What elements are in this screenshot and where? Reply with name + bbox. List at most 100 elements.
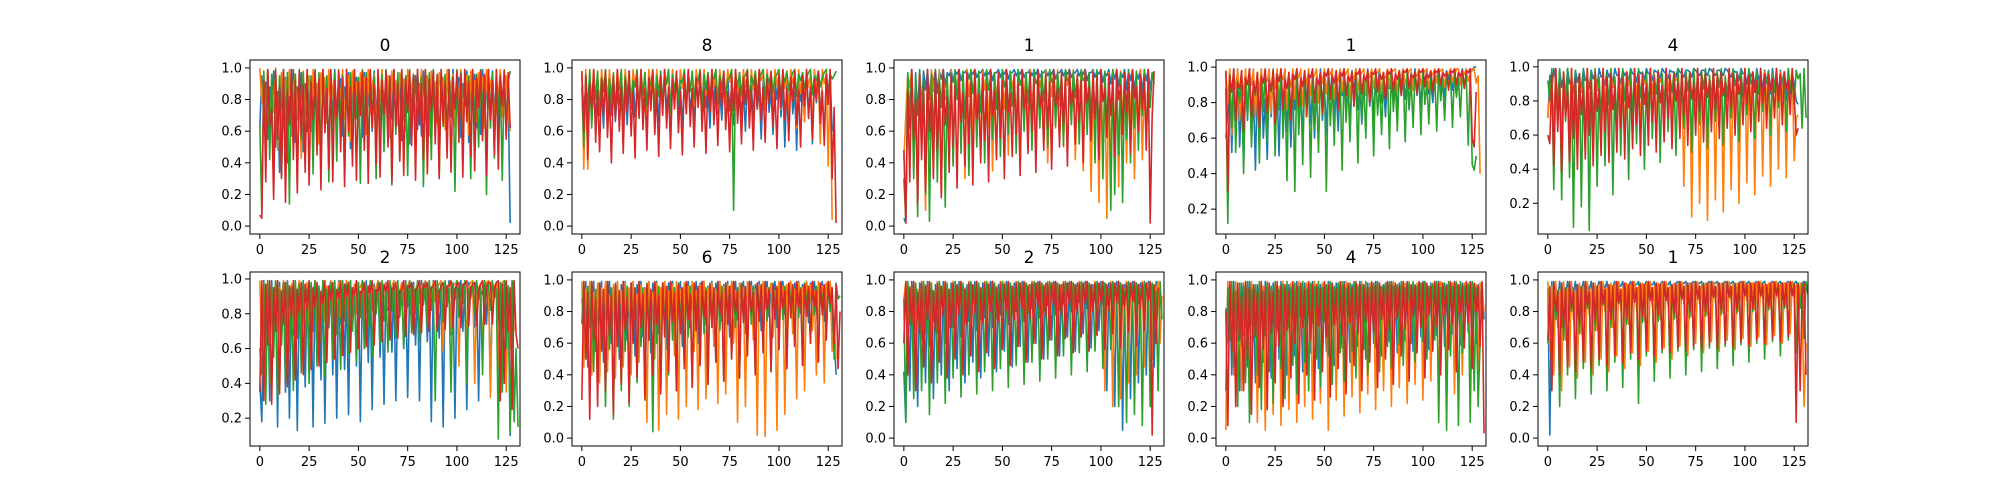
- x-tick-label: 50: [1638, 455, 1655, 470]
- y-tick-label: 1.0: [221, 272, 242, 287]
- x-tick-label: 50: [672, 243, 689, 258]
- x-tick-label: 125: [816, 455, 841, 470]
- series-group: [259, 67, 511, 223]
- y-tick-label: 0.4: [1187, 368, 1208, 383]
- subplot-3: 1 0 25 50 75 100 125 0.0 0.2 0.4 0.6 0.8 1.0: [865, 36, 1165, 258]
- x-tick-label: 25: [1267, 243, 1284, 258]
- y-tick-label: 0.8: [1509, 94, 1530, 109]
- x-tick-label: 50: [350, 455, 367, 470]
- subplot-5: 4 0 25 50 75 100 125 0.2 0.4 0.6 0.8 1.0: [1509, 36, 1809, 258]
- y-tick-label: 0.8: [543, 93, 564, 108]
- y-tick-label: 0.4: [1509, 368, 1530, 383]
- y-tick-label: 0.0: [1187, 432, 1208, 447]
- x-tick-label: 75: [721, 455, 738, 470]
- x-tick-label: 50: [1638, 243, 1655, 258]
- y-tick-label: 0.8: [221, 307, 242, 322]
- y-tick-label: 0.6: [543, 125, 564, 140]
- x-tick-label: 125: [1138, 243, 1163, 258]
- y-tick-label: 1.0: [543, 61, 564, 76]
- x-tick-label: 25: [301, 455, 318, 470]
- y-tick-label: 0.0: [543, 220, 564, 235]
- x-tick-label: 25: [301, 243, 318, 258]
- y-tick-label: 0.2: [865, 188, 886, 203]
- x-tick-label: 100: [767, 455, 792, 470]
- y-tick-label: 0.0: [865, 220, 886, 235]
- y-tick-label: 0.0: [221, 220, 242, 235]
- series-line-1: [1547, 280, 1807, 436]
- x-tick-label: 0: [578, 455, 586, 470]
- y-tick-label: 1.0: [1509, 60, 1530, 75]
- axes-frame: [1537, 271, 1809, 447]
- x-tick-label: 75: [1043, 455, 1060, 470]
- series-group: [903, 280, 1163, 436]
- y-tick-label: 0.6: [221, 342, 242, 357]
- x-tick-label: 50: [994, 243, 1011, 258]
- subplot-4: 1 0 25 50 75 100 125 0.2 0.4 0.6 0.8 1.0: [1187, 36, 1487, 258]
- x-tick-label: 50: [672, 455, 689, 470]
- y-tick-label: 0.6: [1509, 129, 1530, 144]
- x-tick-label: 25: [945, 455, 962, 470]
- series-line-4: [581, 280, 841, 420]
- subplot-10: 1 0 25 50 75 100 125 0.0 0.2 0.4 0.6 0.8 1.0: [1509, 248, 1809, 470]
- subplot-2: 8 0 25 50 75 100 125 0.0 0.2 0.4 0.6 0.8 1.0: [543, 36, 843, 258]
- x-tick-label: 75: [1043, 243, 1060, 258]
- subplot-1: 0 0 25 50 75 100 125 0.0 0.2 0.4 0.6 0.8 1.0: [221, 36, 521, 258]
- y-tick-label: 0.2: [543, 400, 564, 415]
- x-tick-label: 75: [399, 243, 416, 258]
- y-tick-label: 0.6: [1187, 132, 1208, 147]
- y-tick-label: 0.2: [1187, 203, 1208, 218]
- series-group: [581, 280, 841, 438]
- x-tick-label: 75: [1365, 455, 1382, 470]
- series-line-4: [903, 68, 1155, 224]
- y-tick-label: 0.4: [1187, 167, 1208, 182]
- x-tick-label: 0: [578, 243, 586, 258]
- x-tick-label: 75: [1687, 243, 1704, 258]
- y-tick-label: 0.8: [865, 305, 886, 320]
- x-tick-label: 0: [256, 455, 264, 470]
- y-tick-label: 0.8: [1509, 305, 1530, 320]
- x-tick-label: 100: [1733, 455, 1758, 470]
- y-tick-label: 1.0: [543, 273, 564, 288]
- x-tick-label: 125: [494, 455, 519, 470]
- axes-frame: [1215, 271, 1487, 447]
- x-tick-label: 25: [945, 243, 962, 258]
- y-tick-label: 0.8: [1187, 96, 1208, 111]
- series-line-4: [1225, 280, 1485, 434]
- y-tick-label: 0.2: [221, 188, 242, 203]
- x-tick-label: 75: [721, 243, 738, 258]
- y-tick-label: 0.4: [865, 156, 886, 171]
- y-tick-label: 0.8: [1187, 305, 1208, 320]
- x-tick-label: 0: [900, 243, 908, 258]
- x-tick-label: 100: [445, 243, 470, 258]
- x-tick-label: 125: [1782, 243, 1807, 258]
- series-line-4: [1547, 67, 1799, 174]
- y-tick-label: 0.2: [1187, 400, 1208, 415]
- x-tick-label: 100: [1733, 243, 1758, 258]
- x-tick-label: 25: [1589, 243, 1606, 258]
- y-tick-label: 0.8: [543, 305, 564, 320]
- y-tick-label: 0.0: [865, 432, 886, 447]
- x-tick-label: 100: [1089, 243, 1114, 258]
- y-tick-label: 0.4: [1509, 163, 1530, 178]
- x-tick-label: 25: [623, 455, 640, 470]
- y-tick-label: 0.6: [221, 125, 242, 140]
- axes-frame: [1537, 59, 1809, 235]
- subplot-title: 8: [702, 36, 713, 56]
- x-tick-label: 125: [1138, 455, 1163, 470]
- series-line-4: [259, 68, 511, 219]
- series-line-4: [259, 279, 519, 411]
- y-tick-label: 0.4: [543, 368, 564, 383]
- series-line-4: [581, 68, 837, 223]
- y-tick-label: 1.0: [865, 61, 886, 76]
- series-group: [1547, 67, 1807, 232]
- subplot-7: 6 0 25 50 75 100 125 0.0 0.2 0.4 0.6 0.8 1.0: [543, 248, 843, 470]
- subplot-title: 1: [1346, 36, 1357, 56]
- y-tick-label: 0.0: [1509, 432, 1530, 447]
- series-line-4: [903, 280, 1159, 436]
- subplot-title: 2: [380, 248, 391, 268]
- y-tick-label: 0.4: [865, 368, 886, 383]
- y-tick-label: 0.4: [221, 377, 242, 392]
- x-tick-label: 0: [1544, 455, 1552, 470]
